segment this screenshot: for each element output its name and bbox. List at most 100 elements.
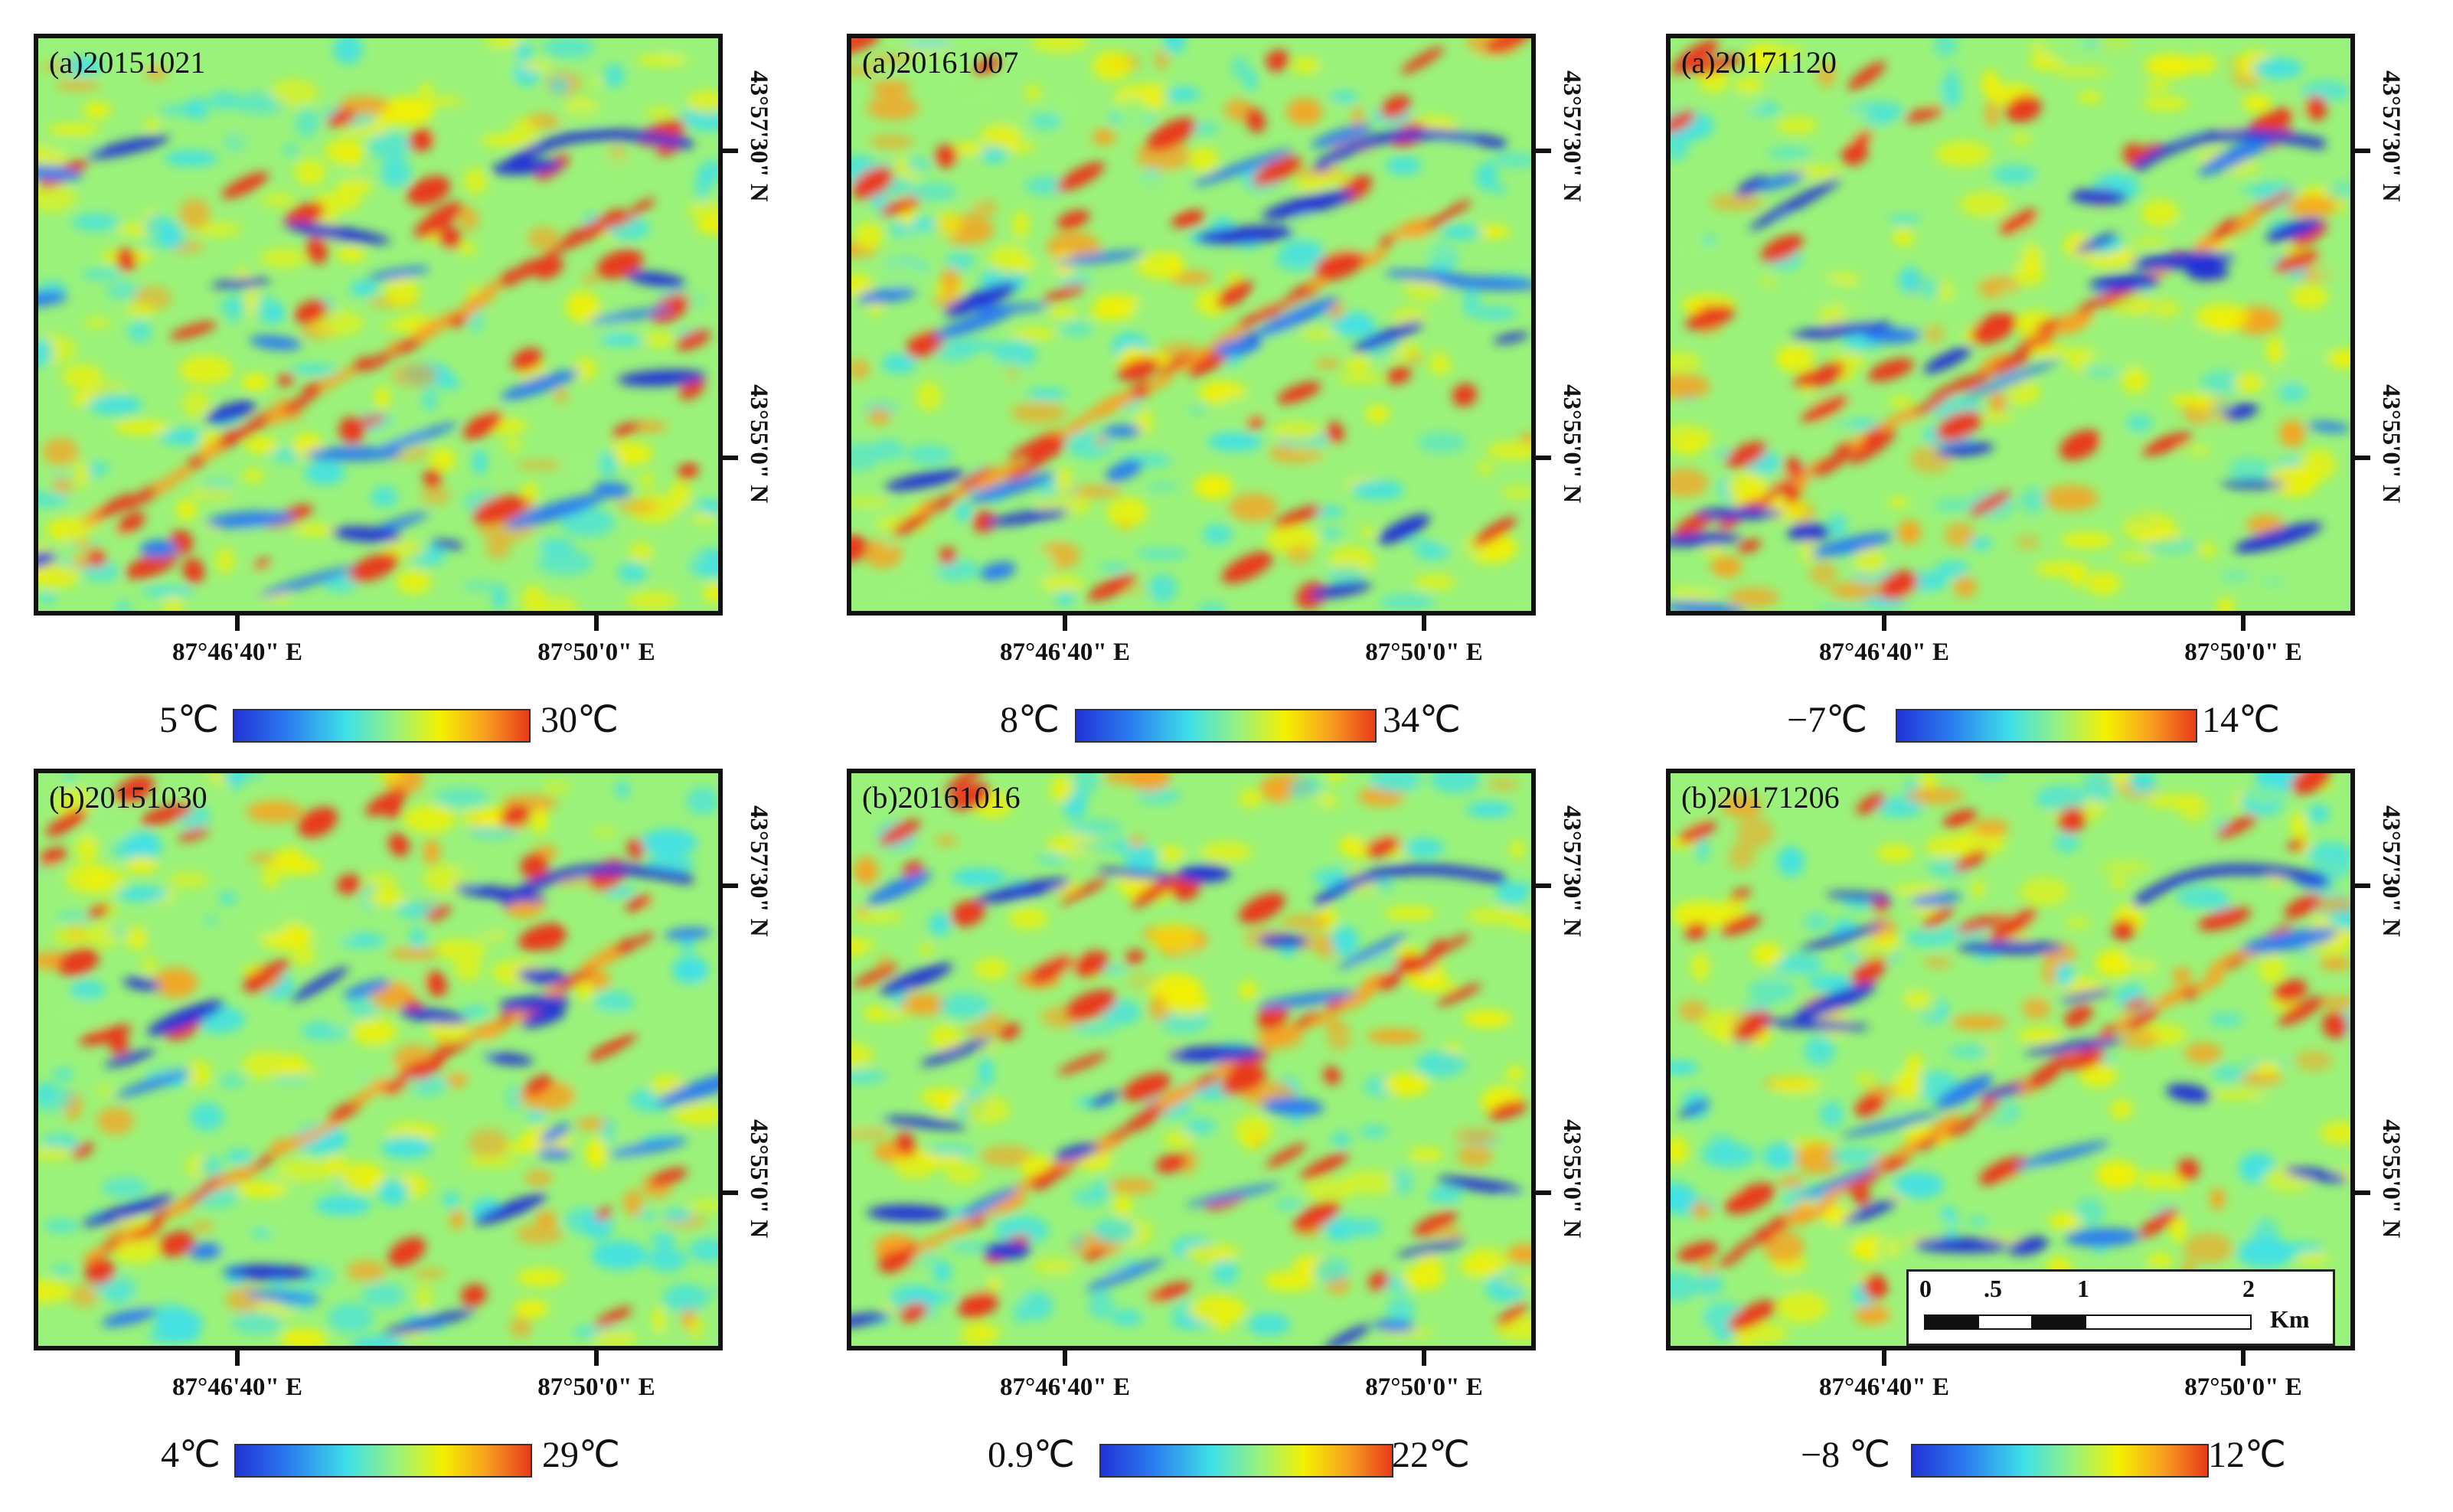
lst-map-frame: (b)20151030 xyxy=(34,769,723,1350)
y-tick xyxy=(723,149,738,153)
y-axis-label: 43°55'0" N xyxy=(745,1119,772,1239)
y-axis-label: 43°55'0" N xyxy=(745,384,772,504)
colorbar: 5℃ 30℃ xyxy=(34,698,723,746)
x-tick xyxy=(235,616,240,631)
colorbar: −8 ℃ 12℃ xyxy=(1666,1433,2355,1481)
y-axis-label: 43°57'30" N xyxy=(745,70,772,202)
y-tick xyxy=(2355,883,2370,888)
y-axis-label: 43°57'30" N xyxy=(2377,805,2405,937)
colorbar-max-label: 22℃ xyxy=(1392,1435,1470,1475)
scale-tick-label: .5 xyxy=(1984,1275,2002,1302)
scale-tick-label: 0 xyxy=(1919,1275,1932,1302)
colorbar-max-label: 12℃ xyxy=(2208,1435,2286,1475)
colorbar-min-label: 0.9℃ xyxy=(988,1435,1075,1475)
lst-map-frame: (a)20171120 xyxy=(1666,34,2355,616)
lst-map-frame: (a)20161007 xyxy=(847,34,1536,616)
x-tick xyxy=(1063,1350,1067,1366)
colorbar-min-label: −7℃ xyxy=(1787,700,1867,740)
lst-heatmap xyxy=(851,773,1531,1346)
scale-segment xyxy=(1978,1314,2033,1330)
y-tick xyxy=(723,883,738,888)
scale-segment xyxy=(2085,1314,2252,1330)
panel-title: (b)20161016 xyxy=(862,780,1021,815)
x-tick xyxy=(594,1350,599,1366)
colorbar-max-label: 29℃ xyxy=(542,1435,620,1475)
y-axis-label: 43°55'0" N xyxy=(1558,1119,1586,1239)
colorbar-min-label: −8 ℃ xyxy=(1801,1435,1890,1475)
lst-heatmap xyxy=(38,773,718,1346)
y-tick xyxy=(723,1190,738,1195)
lst-map-frame: (a)20151021 xyxy=(34,34,723,616)
panel-title: (a)20171120 xyxy=(1681,45,1837,80)
panel-title: (a)20151021 xyxy=(49,45,206,80)
x-tick xyxy=(1882,616,1886,631)
x-tick xyxy=(1063,616,1067,631)
panel-title: (a)20161007 xyxy=(862,45,1019,80)
colorbar-max-label: 14℃ xyxy=(2202,700,2280,740)
colorbar-ramp xyxy=(233,709,531,743)
y-tick xyxy=(2355,456,2370,460)
x-tick xyxy=(594,616,599,631)
x-axis-label: 87°50'0" E xyxy=(2184,638,2302,666)
colorbar-ramp xyxy=(1911,1444,2209,1478)
x-axis-label: 87°50'0" E xyxy=(1365,1373,1483,1401)
scale-segment xyxy=(2031,1314,2086,1330)
y-tick xyxy=(2355,1190,2370,1195)
y-tick xyxy=(2355,149,2370,153)
colorbar: 8℃ 34℃ xyxy=(847,698,1536,746)
x-axis-label: 87°46'40" E xyxy=(1000,1373,1130,1401)
scale-tick-label: 2 xyxy=(2242,1275,2255,1302)
lst-heatmap xyxy=(38,38,718,611)
y-tick xyxy=(723,456,738,460)
x-tick xyxy=(2241,616,2246,631)
y-axis-label: 43°55'0" N xyxy=(2377,384,2405,504)
x-axis-label: 87°46'40" E xyxy=(1819,1373,1949,1401)
scale-bar: 0 .5 1 2 Km xyxy=(1906,1269,2335,1346)
lst-heatmap xyxy=(1671,773,2350,1346)
colorbar-min-label: 4℃ xyxy=(161,1435,220,1475)
y-axis-label: 43°55'0" N xyxy=(1558,384,1586,504)
colorbar: 0.9℃ 22℃ xyxy=(847,1433,1536,1481)
y-axis-label: 43°57'30" N xyxy=(2377,70,2405,202)
colorbar-ramp xyxy=(1075,709,1377,743)
lst-heatmap xyxy=(1671,38,2350,611)
x-tick xyxy=(235,1350,240,1366)
lst-heatmap xyxy=(851,38,1531,611)
y-tick xyxy=(1536,149,1551,153)
y-tick xyxy=(1536,883,1551,888)
x-tick xyxy=(1422,1350,1426,1366)
scale-tick-label: 1 xyxy=(2077,1275,2089,1302)
panel-title: (b)20151030 xyxy=(49,780,207,815)
panel-title: (b)20171206 xyxy=(1681,780,1840,815)
x-axis-label: 87°46'40" E xyxy=(172,638,302,666)
x-axis-label: 87°46'40" E xyxy=(1819,638,1949,666)
lst-map-frame: (b)20161016 xyxy=(847,769,1536,1350)
y-axis-label: 43°55'0" N xyxy=(2377,1119,2405,1239)
x-axis-label: 87°50'0" E xyxy=(1365,638,1483,666)
colorbar: 4℃ 29℃ xyxy=(34,1433,723,1481)
x-tick xyxy=(1882,1350,1886,1366)
scale-unit: Km xyxy=(2270,1305,2310,1333)
y-tick xyxy=(1536,1190,1551,1195)
x-tick xyxy=(1422,616,1426,631)
x-axis-label: 87°46'40" E xyxy=(1000,638,1130,666)
x-axis-label: 87°46'40" E xyxy=(172,1373,302,1401)
colorbar-max-label: 30℃ xyxy=(541,700,619,740)
scale-segment xyxy=(1924,1314,1979,1330)
y-axis-label: 43°57'30" N xyxy=(1558,70,1586,202)
y-axis-label: 43°57'30" N xyxy=(1558,805,1586,937)
x-axis-label: 87°50'0" E xyxy=(537,638,655,666)
colorbar-ramp xyxy=(1099,1444,1393,1478)
colorbar-min-label: 5℃ xyxy=(159,700,219,740)
x-axis-label: 87°50'0" E xyxy=(537,1373,655,1401)
colorbar-ramp xyxy=(1896,709,2197,743)
colorbar-min-label: 8℃ xyxy=(1000,700,1060,740)
y-tick xyxy=(1536,456,1551,460)
x-tick xyxy=(2241,1350,2246,1366)
y-axis-label: 43°57'30" N xyxy=(745,805,772,937)
colorbar-ramp xyxy=(234,1444,532,1478)
colorbar: −7℃ 14℃ xyxy=(1666,698,2355,746)
lst-map-frame: (b)20171206 xyxy=(1666,769,2355,1350)
x-axis-label: 87°50'0" E xyxy=(2184,1373,2302,1401)
colorbar-max-label: 34℃ xyxy=(1383,700,1461,740)
